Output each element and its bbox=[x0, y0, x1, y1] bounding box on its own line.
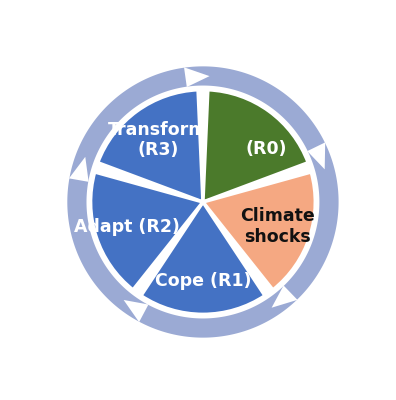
Text: Cope (R1): Cope (R1) bbox=[155, 272, 251, 290]
Wedge shape bbox=[141, 202, 265, 314]
Wedge shape bbox=[98, 90, 203, 202]
Polygon shape bbox=[272, 286, 297, 308]
Text: Adapt (R2): Adapt (R2) bbox=[74, 218, 180, 236]
Text: Climate
shocks: Climate shocks bbox=[240, 207, 314, 246]
Text: (R0): (R0) bbox=[245, 140, 287, 158]
Polygon shape bbox=[69, 157, 89, 182]
Wedge shape bbox=[203, 172, 315, 290]
Wedge shape bbox=[91, 172, 203, 290]
Polygon shape bbox=[124, 300, 148, 322]
Text: Transform
(R3): Transform (R3) bbox=[108, 120, 208, 159]
Polygon shape bbox=[184, 67, 209, 87]
Polygon shape bbox=[307, 142, 325, 169]
Wedge shape bbox=[203, 90, 308, 202]
Polygon shape bbox=[67, 66, 339, 338]
